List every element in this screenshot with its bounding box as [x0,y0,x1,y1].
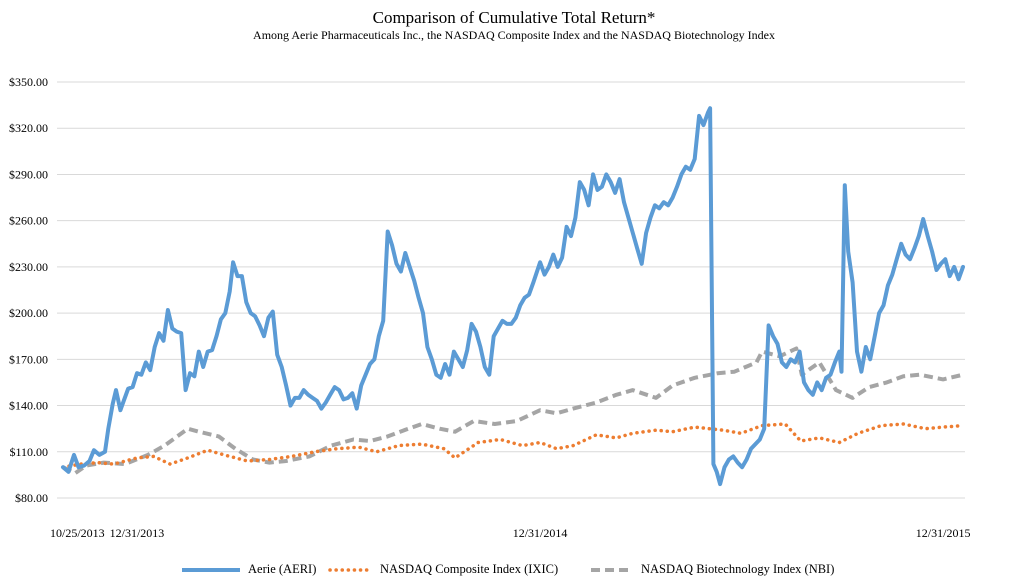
y-tick-label: $200.00 [9,306,48,320]
legend-swatch-solid [182,567,240,572]
line-chart: $80.00 $110.00 $140.00 $170.00 $200.00 $230.0… [9,75,970,540]
legend-label-aerie: Aerie (AERI) [248,562,317,576]
chart-subtitle: Among Aerie Pharmaceuticals Inc., the NA… [253,28,775,42]
series-line-solid [61,106,965,487]
gridlines [57,81,965,499]
y-tick-label: $290.00 [9,167,48,181]
legend-swatch-dotted [328,567,374,572]
y-axis-labels: $80.00 $110.00 $140.00 $170.00 $200.00 $230.0… [9,75,48,505]
series-line-dashed [62,346,964,476]
legend-item-nbi: NASDAQ Biotechnology Index (NBI) [591,562,834,577]
x-axis-labels: 10/25/2013 12/31/2013 12/31/2014 12/31/2015 [50,526,970,540]
y-tick-label: $110.00 [9,445,48,459]
x-tick-label: 10/25/2013 [50,526,105,540]
y-tick-label: $230.00 [9,260,48,274]
legend-label-ixic: NASDAQ Composite Index (IXIC) [380,562,559,576]
legend-item-ixic: NASDAQ Composite Index (IXIC) [328,562,558,577]
x-tick-label: 12/31/2015 [916,526,971,540]
y-tick-label: $80.00 [15,491,48,505]
y-tick-label: $260.00 [9,214,48,228]
y-tick-label: $320.00 [9,121,48,135]
series-lines [61,106,965,487]
legend-item-aerie: Aerie (AERI) [182,562,316,577]
x-tick-label: 12/31/2014 [513,526,568,540]
y-tick-label: $350.00 [9,75,48,89]
legend-label-nbi: NASDAQ Biotechnology Index (NBI) [641,562,835,576]
y-tick-label: $140.00 [9,399,48,413]
x-tick-label: 12/31/2013 [110,526,165,540]
chart-title: Comparison of Cumulative Total Return* [372,8,656,27]
series-line-dotted [61,422,965,469]
y-tick-label: $170.00 [9,352,48,366]
legend: Aerie (AERI) NASDAQ Composite Index (IXI… [0,562,1028,582]
legend-swatch-dashed [591,567,633,572]
